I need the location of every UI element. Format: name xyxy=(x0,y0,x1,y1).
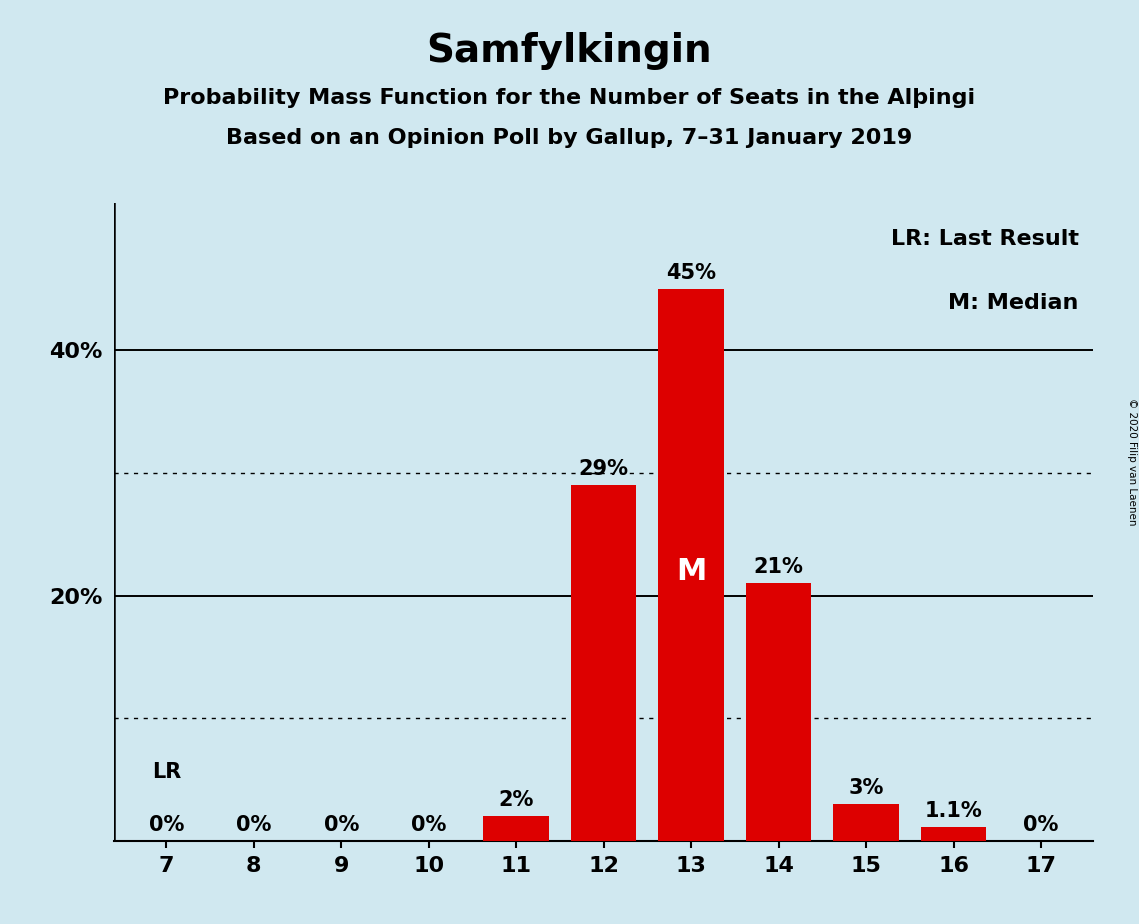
Bar xyxy=(920,827,986,841)
Text: 0%: 0% xyxy=(236,815,271,834)
Text: 0%: 0% xyxy=(149,815,185,834)
Text: Probability Mass Function for the Number of Seats in the Alþingi: Probability Mass Function for the Number… xyxy=(163,88,976,108)
Text: LR: LR xyxy=(151,762,181,782)
Text: 2%: 2% xyxy=(499,790,534,810)
Text: 0%: 0% xyxy=(411,815,446,834)
Text: 21%: 21% xyxy=(754,557,803,578)
Text: 0%: 0% xyxy=(323,815,359,834)
Text: M: Median: M: Median xyxy=(949,293,1079,312)
Bar xyxy=(483,816,549,841)
Text: LR: Last Result: LR: Last Result xyxy=(891,229,1079,249)
Text: 1.1%: 1.1% xyxy=(925,801,982,821)
Text: 0%: 0% xyxy=(1023,815,1058,834)
Text: © 2020 Filip van Laenen: © 2020 Filip van Laenen xyxy=(1126,398,1137,526)
Bar xyxy=(658,289,724,841)
Bar xyxy=(746,583,811,841)
Text: Based on an Opinion Poll by Gallup, 7–31 January 2019: Based on an Opinion Poll by Gallup, 7–31… xyxy=(227,128,912,148)
Text: 45%: 45% xyxy=(666,263,716,283)
Bar xyxy=(834,804,899,841)
Text: M: M xyxy=(675,556,706,586)
Text: Samfylkingin: Samfylkingin xyxy=(427,32,712,70)
Text: 3%: 3% xyxy=(849,778,884,798)
Bar xyxy=(571,485,637,841)
Text: 29%: 29% xyxy=(579,459,629,480)
